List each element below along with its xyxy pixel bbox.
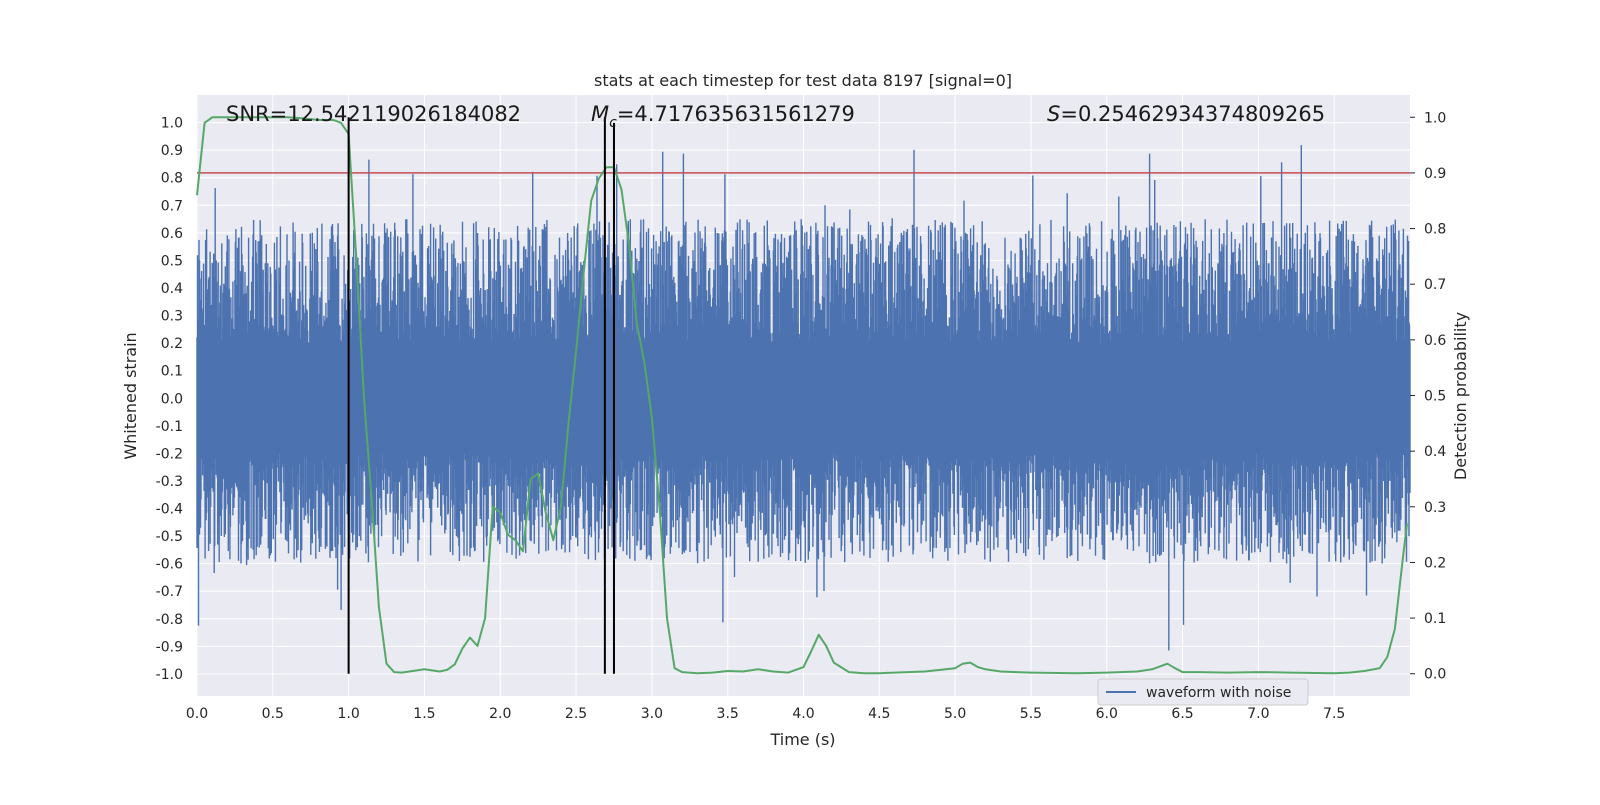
left-axis-label: Whitened strain — [121, 332, 140, 459]
left-tick-label: -0.4 — [156, 502, 183, 518]
x-tick-label: 3.0 — [641, 706, 663, 722]
x-tick-label: 4.0 — [792, 706, 814, 722]
x-tick-label: 2.5 — [565, 706, 587, 722]
left-tick-label: 0.9 — [161, 143, 183, 159]
right-tick-label: 0.4 — [1424, 444, 1446, 460]
left-tick-label: 0.6 — [161, 226, 183, 242]
left-tick-labels: 1.0 0.9 0.8 0.7 0.6 0.5 0.4 0.3 0.2 0.1 0.0 -0.1 -0.… — [156, 116, 183, 683]
x-tick-label: 3.5 — [717, 706, 739, 722]
x-tick-label: 5.5 — [1020, 706, 1042, 722]
x-tick-label: 2.0 — [489, 706, 511, 722]
x-tick-label: 0.0 — [186, 706, 208, 722]
strain-series — [196, 145, 1411, 651]
left-tick-label: 0.1 — [161, 364, 183, 380]
x-tick-label: 7.5 — [1323, 706, 1345, 722]
x-tick-label: 7.0 — [1247, 706, 1269, 722]
left-tick-label: 0.7 — [161, 198, 183, 214]
left-tick-label: -1.0 — [156, 667, 183, 683]
s-annotation: S=0.25462934374809265 — [1047, 102, 1325, 126]
left-tick-label: -0.3 — [156, 474, 183, 490]
legend-box — [1097, 678, 1309, 706]
right-tick-label: 0.5 — [1424, 389, 1446, 405]
x-tick-label: 1.0 — [337, 706, 359, 722]
x-tick-label: 4.5 — [868, 706, 890, 722]
right-tick-label: 0.7 — [1424, 277, 1446, 293]
x-tick-label: 0.5 — [262, 706, 284, 722]
legend-label: waveform with noise — [1146, 685, 1291, 701]
right-tick-label: 0.3 — [1424, 500, 1446, 516]
legend: waveform with noise — [1097, 678, 1309, 706]
chart-title: stats at each timestep for test data 819… — [594, 71, 1012, 90]
left-tick-label: 0.4 — [161, 281, 183, 297]
left-tick-label: 0.2 — [161, 336, 183, 352]
right-tick-labels: 1.0 0.9 0.8 0.7 0.6 0.5 0.4 0.3 0.2 0.1 0.0 — [1410, 110, 1446, 683]
left-tick-label: -0.7 — [156, 584, 183, 600]
x-tick-labels: 0.0 0.5 1.0 1.5 2.0 2.5 3.0 3.5 4.0 4.5 5.0 5.5 6.0 6… — [186, 706, 1345, 722]
right-tick-label: 1.0 — [1424, 110, 1446, 126]
left-tick-label: -0.9 — [156, 639, 183, 655]
probability-series — [196, 116, 1408, 675]
left-tick-label: 0.5 — [161, 253, 183, 269]
left-tick-label: 0.0 — [161, 391, 183, 407]
right-tick-label: 0.9 — [1424, 166, 1446, 182]
x-axis-label: Time (s) — [769, 730, 835, 749]
x-tick-label: 6.5 — [1171, 706, 1193, 722]
strain-trace — [196, 145, 1411, 651]
x-tick-label: 5.0 — [944, 706, 966, 722]
left-tick-label: -0.8 — [156, 612, 183, 628]
snr-annotation: SNR=12.542119026184082 — [226, 102, 521, 126]
right-tick-label: 0.6 — [1424, 333, 1446, 349]
marker-lines — [347, 117, 615, 674]
right-axis-label: Detection probability — [1451, 312, 1470, 480]
right-tick-label: 0.2 — [1424, 555, 1446, 571]
right-tick-label: 0.8 — [1424, 222, 1446, 238]
left-tick-label: 0.8 — [161, 171, 183, 187]
left-tick-label: -0.2 — [156, 446, 183, 462]
x-tick-label: 1.5 — [413, 706, 435, 722]
left-tick-label: 1.0 — [161, 116, 183, 132]
x-tick-label: 6.0 — [1096, 706, 1118, 722]
right-tick-label: 0.0 — [1424, 667, 1446, 683]
left-tick-label: -0.5 — [156, 529, 183, 545]
left-tick-label: -0.6 — [156, 557, 183, 573]
right-tick-label: 0.1 — [1424, 611, 1446, 627]
left-tick-label: -0.1 — [156, 419, 183, 435]
chirp-mass-annotation: Mc=4.717635631561279 — [591, 102, 855, 131]
left-tick-label: 0.3 — [161, 309, 183, 325]
